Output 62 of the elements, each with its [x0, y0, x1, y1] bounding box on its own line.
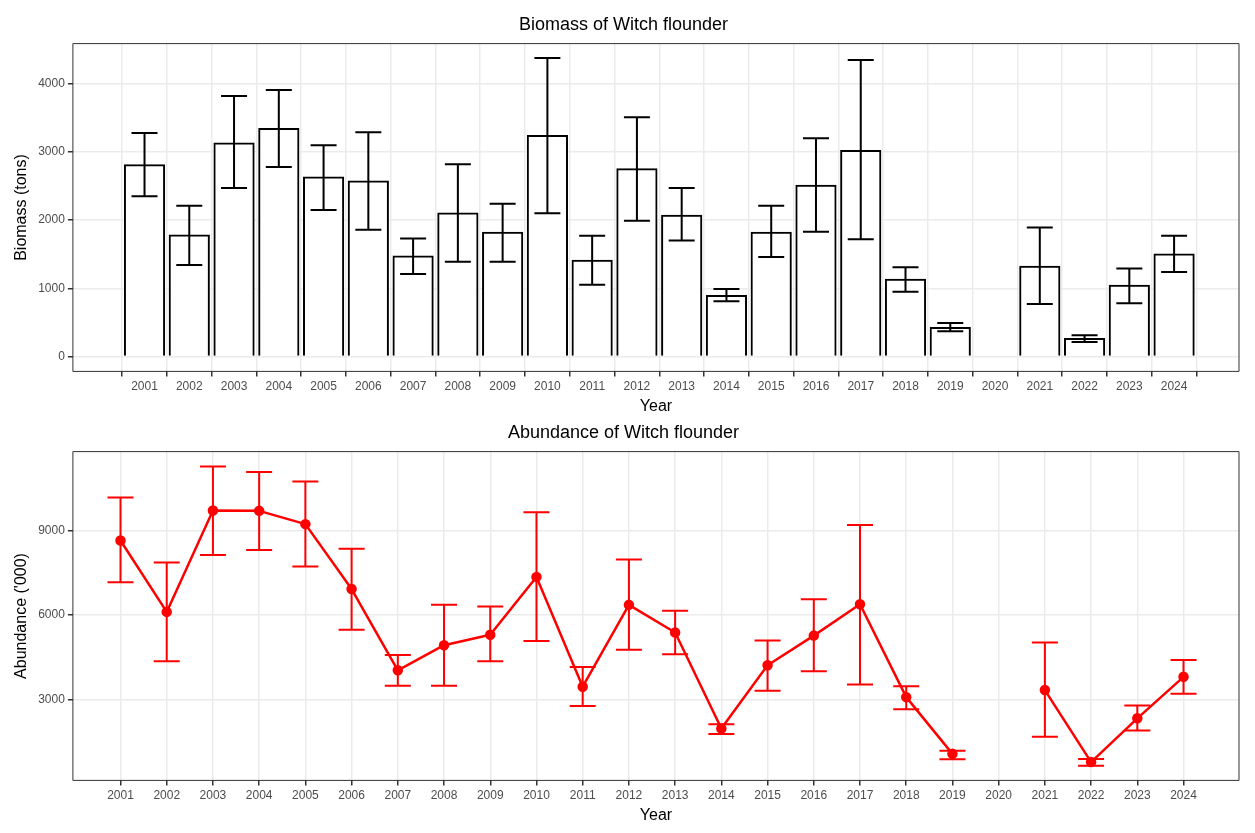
chart-title: Abundance of Witch flounder — [507, 421, 740, 442]
x-tick-label: 2005 — [310, 378, 338, 393]
x-tick-label: 2022 — [1071, 378, 1099, 393]
x-tick-label: 2021 — [1031, 787, 1059, 802]
x-tick-label: 2003 — [220, 378, 248, 393]
x-tick-label: 2001 — [131, 378, 159, 393]
x-tick-label: 2014 — [713, 378, 741, 393]
y-tick-label: 9000 — [38, 522, 66, 537]
y-tick-label: 2000 — [38, 212, 66, 227]
x-tick-label: 2023 — [1123, 787, 1151, 802]
x-tick-label: 2016 — [800, 787, 828, 802]
x-tick-label: 2006 — [354, 378, 383, 393]
x-tick-label: 2001 — [107, 787, 135, 802]
x-tick-label: 2005 — [292, 787, 320, 802]
y-tick-label: 6000 — [38, 607, 66, 622]
x-tick-label: 2015 — [754, 787, 782, 802]
x-tick-label: 2007 — [384, 787, 412, 802]
x-tick-label: 2002 — [175, 378, 203, 393]
x-tick-label: 2003 — [199, 787, 227, 802]
x-tick-label: 2016 — [802, 378, 830, 393]
x-tick-label: 2013 — [668, 378, 696, 393]
y-axis-title: Biomass (tons) — [12, 154, 30, 261]
x-tick-label: 2019 — [939, 787, 967, 802]
x-tick-label: 2004 — [245, 787, 273, 802]
x-tick-label: 2021 — [1026, 378, 1054, 393]
x-tick-label: 2007 — [399, 378, 427, 393]
y-tick-label: 3000 — [38, 691, 66, 706]
y-tick-label: 4000 — [38, 76, 66, 91]
x-tick-label: 2024 — [1170, 787, 1198, 802]
x-axis-title: Year — [639, 805, 673, 823]
x-tick-label: 2009 — [489, 378, 517, 393]
x-tick-label: 2020 — [985, 787, 1013, 802]
x-tick-label: 2009 — [476, 787, 504, 802]
x-tick-label: 2017 — [846, 787, 874, 802]
x-tick-label: 2014 — [708, 787, 736, 802]
x-axis-title: Year — [639, 396, 673, 414]
x-tick-label: 2019 — [936, 378, 964, 393]
x-tick-label: 2010 — [523, 787, 551, 802]
x-tick-label: 2013 — [661, 787, 689, 802]
x-tick-label: 2011 — [569, 787, 596, 802]
x-tick-label: 2004 — [265, 378, 293, 393]
x-tick-label: 2008 — [430, 787, 458, 802]
y-tick-label: 0 — [58, 348, 66, 363]
x-tick-label: 2023 — [1115, 378, 1143, 393]
x-tick-label: 2008 — [444, 378, 472, 393]
x-tick-label: 2011 — [579, 378, 606, 393]
x-tick-label: 2012 — [623, 378, 651, 393]
x-tick-label: 2012 — [615, 787, 643, 802]
x-tick-label: 2022 — [1077, 787, 1105, 802]
chart-title: Biomass of Witch flounder — [518, 13, 729, 34]
y-tick-label: 3000 — [38, 144, 66, 159]
y-axis-title: Abundance ('000) — [12, 553, 30, 679]
x-tick-label: 2010 — [534, 378, 562, 393]
x-tick-label: 2006 — [338, 787, 366, 802]
x-tick-label: 2015 — [757, 378, 785, 393]
y-tick-label: 1000 — [38, 280, 66, 295]
x-tick-label: 2024 — [1160, 378, 1188, 393]
x-tick-label: 2002 — [153, 787, 181, 802]
x-tick-label: 2018 — [892, 378, 920, 393]
x-tick-label: 2018 — [892, 787, 920, 802]
x-tick-label: 2017 — [847, 378, 875, 393]
x-tick-label: 2020 — [981, 378, 1009, 393]
